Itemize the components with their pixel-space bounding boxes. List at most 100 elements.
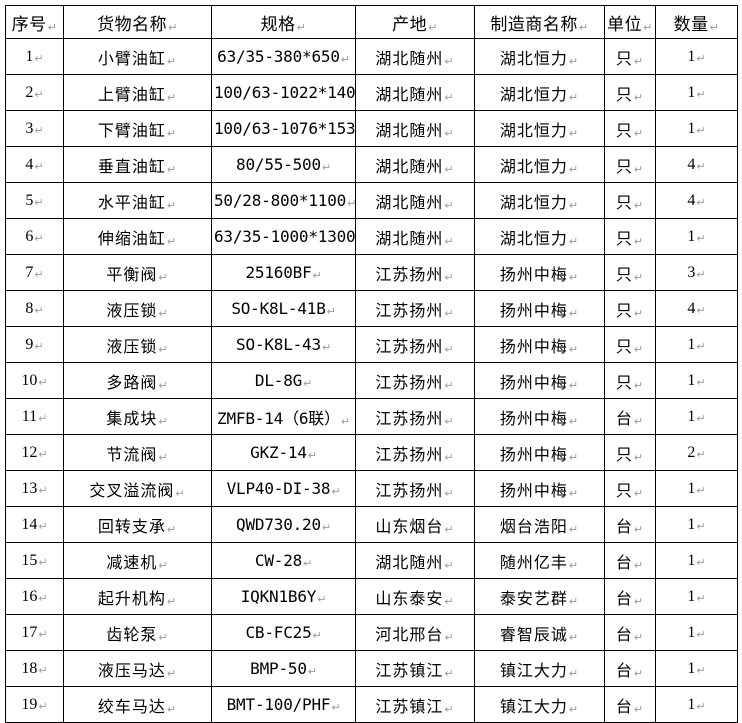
cell-text: 4 (687, 155, 696, 173)
paragraph-mark-icon: ↵ (34, 51, 44, 65)
cell-text: 9 (25, 335, 34, 353)
cell-text: 1 (687, 119, 696, 137)
cell-manufacturer: 扬州中梅↵ (474, 398, 605, 435)
cell-goods_name: 绞车马达↵ (63, 686, 212, 723)
cell-text: 湖北随州 (375, 86, 444, 104)
cell-goods_name: 回转支承↵ (63, 506, 212, 543)
cell-goods_name: 齿轮泵↵ (63, 614, 212, 651)
cell-origin: 江苏扬州↵ (355, 398, 475, 435)
cell-text: SO-K8L-41B (231, 299, 326, 318)
cell-text: 1 (687, 371, 696, 389)
cell-text: 序号 (11, 14, 47, 34)
cell-specification: IQKN1B6Y↵ (211, 578, 356, 615)
paragraph-mark-icon: ↵ (633, 594, 645, 608)
cell-unit: 只↵ (604, 254, 656, 291)
paragraph-mark-icon: ↵ (444, 378, 455, 392)
cell-text: 绞车马达 (97, 698, 166, 716)
paragraph-mark-icon: ↵ (34, 231, 44, 245)
table-row: 8↵ 液压锁↵ SO-K8L-41B↵ 江苏扬州↵ 扬州中梅↵ 只↵ 4↵ (5, 290, 738, 327)
cell-text: 12 (21, 443, 38, 461)
paragraph-mark-icon: ↵ (696, 303, 706, 317)
paragraph-mark-icon: ↵ (38, 627, 48, 641)
goods-table: 序号↵ 货物名称↵ 规格↵ 产地↵ 制造商名称↵ 单位↵ 数量↵ 1↵ 小臂油缸↵ 63/35-… (5, 5, 738, 723)
paragraph-mark-icon: ↵ (321, 341, 331, 354)
cell-text: 上臂油缸 (97, 86, 166, 104)
column-header-specification: 规格↵ (211, 5, 356, 39)
cell-goods_name: 节流阀↵ (63, 434, 212, 471)
cell-text: 只 (615, 482, 633, 500)
paragraph-mark-icon: ↵ (444, 522, 455, 536)
cell-text: 只 (615, 86, 633, 104)
paragraph-mark-icon: ↵ (166, 666, 178, 680)
paragraph-mark-icon: ↵ (568, 558, 580, 572)
paragraph-mark-icon: ↵ (38, 699, 48, 713)
cell-specification: 63/35-380*650↵ (211, 38, 356, 75)
paragraph-mark-icon: ↵ (158, 270, 169, 284)
cell-text: 泰安艺群 (499, 590, 568, 608)
cell-text: 湖北随州 (375, 554, 444, 572)
paragraph-mark-icon: ↵ (568, 666, 580, 680)
cell-text: 湖北随州 (375, 50, 444, 68)
cell-quantity: 1↵ (655, 614, 738, 651)
cell-text: 规格 (260, 14, 296, 34)
paragraph-mark-icon: ↵ (331, 485, 341, 498)
paragraph-mark-icon: ↵ (34, 195, 44, 209)
cell-goods_name: 集成块↵ (63, 398, 212, 435)
cell-text: 4 (25, 155, 34, 173)
cell-text: 2 (687, 443, 696, 461)
cell-text: 湖北随州 (375, 230, 444, 248)
cell-manufacturer: 烟台浩阳↵ (474, 506, 605, 543)
paragraph-mark-icon: ↵ (347, 197, 356, 210)
paragraph-mark-icon: ↵ (444, 702, 455, 716)
cell-quantity: 3↵ (655, 254, 738, 291)
paragraph-mark-icon: ↵ (166, 234, 178, 248)
paragraph-mark-icon: ↵ (696, 267, 706, 281)
cell-text: 集成块 (106, 410, 158, 428)
cell-quantity: 1↵ (655, 650, 738, 687)
cell-text: 湖北恒力 (499, 122, 568, 140)
paragraph-mark-icon: ↵ (444, 630, 455, 644)
cell-text: 只 (615, 122, 633, 140)
table-row: 18↵ 液压马达↵ BMP-50↵ 江苏镇江↵ 镇江大力↵ 台↵ 1↵ (5, 650, 738, 687)
cell-index: 10↵ (5, 362, 64, 399)
cell-text: SO-K8L-43 (236, 335, 321, 354)
cell-text: 100/63-1076*1535 (214, 119, 356, 138)
cell-manufacturer: 扬州中梅↵ (474, 362, 605, 399)
paragraph-mark-icon: ↵ (633, 522, 645, 536)
paragraph-mark-icon: ↵ (633, 306, 645, 320)
cell-specification: GKZ-14↵ (211, 434, 356, 471)
paragraph-mark-icon: ↵ (38, 447, 48, 461)
cell-text: 扬州中梅 (499, 302, 568, 320)
cell-specification: 63/35-1000*1300↵ (211, 218, 356, 255)
paragraph-mark-icon: ↵ (696, 123, 706, 137)
table-row: 19↵ 绞车马达↵ BMT-100/PHF↵ 江苏镇江↵ 镇江大力↵ 台↵ 1↵ (5, 686, 738, 723)
cell-manufacturer: 泰安艺群↵ (474, 578, 605, 615)
paragraph-mark-icon: ↵ (296, 20, 307, 34)
paragraph-mark-icon: ↵ (340, 53, 350, 66)
cell-text: 14 (21, 515, 38, 533)
cell-text: 扬州中梅 (499, 374, 568, 392)
table-row: 13↵ 交叉溢流阀↵ VLP40-DI-38↵ 江苏扬州↵ 扬州中梅↵ 只↵ 1↵ (5, 470, 738, 507)
cell-unit: 台↵ (604, 614, 656, 651)
cell-unit: 只↵ (604, 110, 656, 147)
paragraph-mark-icon: ↵ (166, 90, 178, 104)
cell-index: 14↵ (5, 506, 64, 543)
cell-specification: CW-28↵ (211, 542, 356, 579)
paragraph-mark-icon: ↵ (312, 629, 322, 642)
table-row: 3↵下臂油缸↵100/63-1076*1535↵湖北随州↵湖北恒力↵只↵1↵ (5, 110, 738, 147)
cell-index: 2↵ (5, 74, 64, 111)
cell-origin: 江苏扬州↵ (355, 434, 475, 471)
cell-text: 睿智辰诚 (499, 626, 568, 644)
paragraph-mark-icon: ↵ (633, 90, 645, 104)
paragraph-mark-icon: ↵ (633, 162, 645, 176)
cell-text: 制造商名称 (490, 14, 578, 34)
cell-origin: 湖北随州↵ (355, 74, 475, 111)
cell-text: 山东泰安 (375, 590, 444, 608)
paragraph-mark-icon: ↵ (696, 159, 706, 173)
paragraph-mark-icon: ↵ (709, 20, 720, 34)
table-body: 1↵ 小臂油缸↵ 63/35-380*650↵ 湖北随州↵ 湖北恒力↵ 只↵ 1↵ 2↵ 上臂油… (5, 38, 738, 723)
cell-manufacturer: 扬州中梅↵ (474, 254, 605, 291)
cell-unit: 台↵ (604, 398, 656, 435)
paragraph-mark-icon: ↵ (568, 306, 580, 320)
paragraph-mark-icon: ↵ (633, 198, 645, 212)
